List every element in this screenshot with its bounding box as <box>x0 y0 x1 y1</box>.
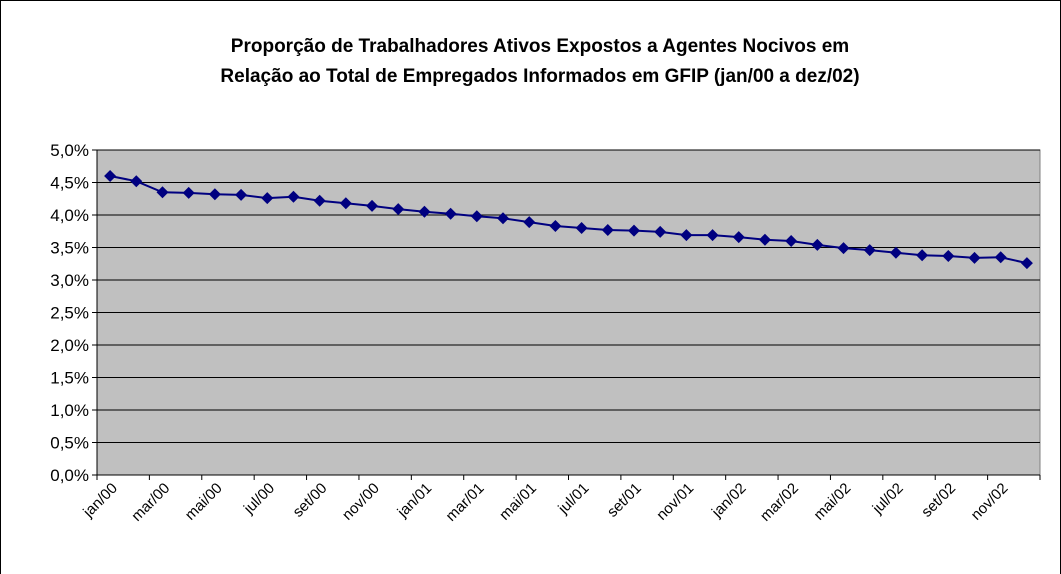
y-tick-label: 5,0% <box>50 141 89 160</box>
data-point <box>549 220 562 233</box>
y-tick-label: 2,0% <box>50 336 89 355</box>
data-point <box>863 244 876 257</box>
data-point <box>418 205 431 218</box>
data-point <box>287 190 300 203</box>
y-tick-label: 1,5% <box>50 369 89 388</box>
data-point <box>706 229 719 242</box>
data-point <box>497 212 510 225</box>
data-point <box>601 223 614 236</box>
data-point <box>366 199 379 212</box>
data-point <box>811 238 824 251</box>
data-point <box>313 194 326 207</box>
data-point <box>156 186 169 199</box>
y-tick-label: 3,5% <box>50 239 89 258</box>
data-point <box>627 224 640 237</box>
data-point <box>104 170 117 182</box>
y-tick-label: 0,0% <box>50 466 89 485</box>
data-point <box>889 246 902 259</box>
data-point <box>261 192 274 205</box>
data-point <box>785 235 798 247</box>
data-point <box>182 186 195 199</box>
chart-title: Proporção de Trabalhadores Ativos Expost… <box>231 36 849 57</box>
y-tick-label: 3,0% <box>50 271 89 290</box>
data-point <box>208 188 221 201</box>
data-point <box>837 242 850 255</box>
data-point <box>392 203 405 216</box>
data-point <box>968 251 981 264</box>
data-point <box>654 225 667 238</box>
data-point <box>523 216 536 229</box>
data-point <box>130 175 143 188</box>
data-point <box>916 249 929 262</box>
y-tick-label: 4,5% <box>50 174 89 193</box>
chart-title: Relação ao Total de Empregados Informado… <box>220 66 859 87</box>
data-point <box>444 207 457 220</box>
y-tick-label: 0,5% <box>50 434 89 453</box>
data-point <box>758 233 771 246</box>
data-point <box>1020 257 1033 270</box>
data-point <box>994 251 1007 264</box>
y-tick-label: 2,5% <box>50 304 89 323</box>
y-tick-label: 4,0% <box>50 206 89 225</box>
data-point <box>575 222 588 234</box>
y-tick-label: 1,0% <box>50 401 89 420</box>
data-point <box>470 210 483 223</box>
data-point <box>942 249 955 262</box>
data-point <box>235 188 248 201</box>
data-point <box>732 231 745 244</box>
data-point <box>339 197 352 210</box>
data-point <box>680 229 693 242</box>
